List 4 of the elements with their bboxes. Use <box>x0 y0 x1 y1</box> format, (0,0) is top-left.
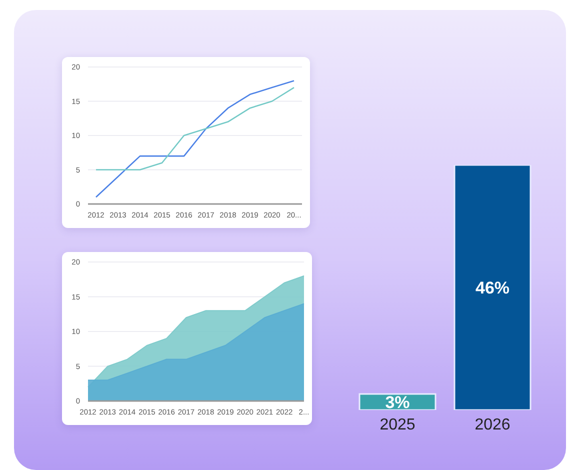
x-tick-label: 2025 <box>380 416 416 434</box>
data-label: 3% <box>385 393 410 412</box>
x-tick-label: 2026 <box>474 416 510 434</box>
data-label: 46% <box>475 278 510 298</box>
